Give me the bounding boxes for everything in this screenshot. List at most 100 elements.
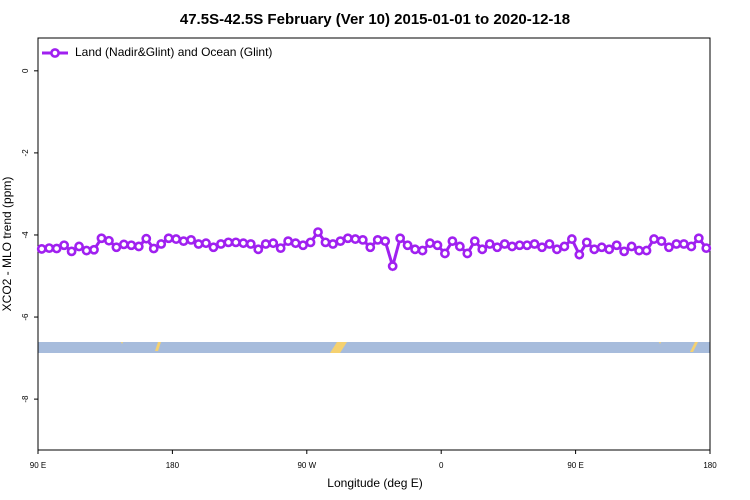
- point: [44, 243, 55, 254]
- point: [81, 245, 92, 256]
- point: [208, 242, 219, 253]
- point: [193, 239, 204, 249]
- point: [335, 236, 346, 247]
- point: [223, 237, 234, 248]
- point: [201, 238, 211, 249]
- point: [522, 240, 532, 251]
- point: [656, 236, 667, 247]
- point: [484, 239, 495, 249]
- point: [178, 236, 189, 247]
- point: [477, 244, 488, 255]
- point: [298, 240, 308, 251]
- point: [432, 240, 443, 251]
- point: [469, 236, 480, 247]
- point: [96, 233, 107, 244]
- point: [275, 243, 286, 254]
- y-axis-label: XCO2 - MLO trend (ppm): [0, 177, 14, 312]
- point: [66, 246, 77, 257]
- point: [380, 236, 391, 247]
- point: [260, 239, 271, 249]
- point: [387, 261, 398, 272]
- point: [566, 234, 577, 244]
- x-axis-label: Longitude (deg E): [327, 476, 422, 490]
- point: [133, 241, 144, 252]
- point: [410, 244, 420, 255]
- point: [559, 241, 570, 252]
- point: [454, 241, 465, 252]
- y-tick-label: 0: [21, 68, 30, 73]
- point: [395, 233, 406, 244]
- point: [686, 241, 697, 252]
- point: [544, 239, 555, 249]
- point: [141, 233, 152, 244]
- point: [372, 234, 383, 245]
- legend-marker: [50, 48, 60, 58]
- point: [328, 239, 338, 249]
- point: [268, 238, 279, 249]
- point: [350, 234, 361, 244]
- point: [701, 243, 712, 254]
- point: [118, 239, 129, 250]
- point: [342, 233, 353, 244]
- point: [596, 242, 607, 253]
- point: [678, 239, 689, 249]
- point: [402, 240, 413, 251]
- point: [36, 244, 47, 254]
- point: [238, 238, 249, 249]
- point: [611, 240, 622, 251]
- x-tick-label: 180: [703, 461, 717, 470]
- point: [619, 246, 630, 257]
- band: [38, 342, 710, 353]
- point: [320, 237, 331, 248]
- point: [514, 240, 525, 251]
- point: [574, 249, 585, 260]
- point: [163, 233, 174, 244]
- point: [634, 245, 644, 256]
- point: [171, 234, 182, 244]
- point: [649, 234, 659, 244]
- point: [626, 241, 637, 252]
- point: [245, 239, 256, 249]
- point: [581, 237, 592, 248]
- point: [462, 248, 473, 259]
- point: [290, 238, 301, 249]
- point: [74, 241, 84, 252]
- point: [604, 244, 615, 255]
- point: [671, 239, 682, 249]
- point: [313, 227, 323, 237]
- point: [693, 233, 704, 244]
- point: [641, 245, 652, 256]
- point: [417, 245, 428, 256]
- x-tick-label: 90 E: [567, 461, 583, 470]
- y-tick-label: -8: [21, 395, 30, 403]
- point: [447, 236, 458, 247]
- point: [492, 242, 503, 253]
- point: [230, 237, 241, 248]
- point: [507, 241, 518, 252]
- point: [111, 242, 122, 253]
- point: [357, 234, 368, 245]
- point: [529, 239, 540, 249]
- point: [148, 243, 159, 254]
- x-tick-label: 90 E: [30, 461, 46, 470]
- y-tick-label: -6: [21, 313, 30, 321]
- point: [425, 238, 435, 249]
- point: [104, 235, 114, 246]
- x-tick-label: 0: [439, 461, 444, 470]
- point: [89, 244, 99, 255]
- point: [59, 240, 70, 251]
- point: [552, 244, 562, 255]
- point: [126, 240, 137, 251]
- point: [499, 239, 510, 249]
- y-tick-label: -4: [21, 231, 30, 239]
- point: [305, 237, 316, 248]
- point: [537, 242, 547, 253]
- point: [186, 234, 196, 245]
- point: [365, 242, 376, 253]
- point: [440, 248, 450, 259]
- legend-label: Land (Nadir&Glint) and Ocean (Glint): [75, 45, 272, 59]
- y-tick-label: -2: [21, 149, 30, 157]
- x-tick-label: 180: [166, 461, 180, 470]
- chart-title: 47.5S-42.5S February (Ver 10) 2015-01-01…: [180, 11, 570, 28]
